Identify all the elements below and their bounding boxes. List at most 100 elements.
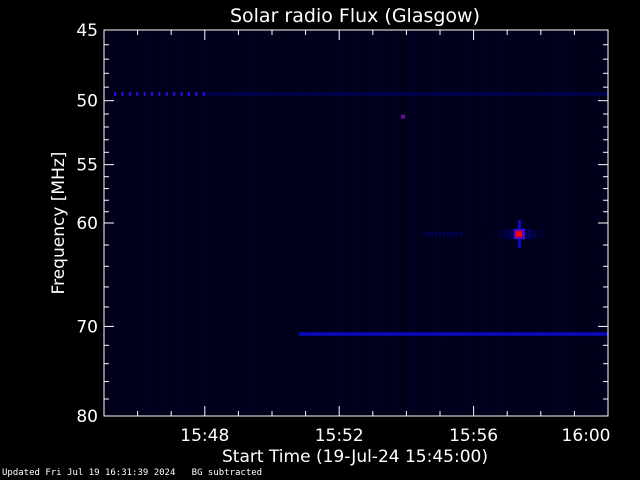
noise-column (392, 32, 393, 414)
band-mark (451, 232, 454, 237)
noise-column (251, 32, 252, 414)
noise-column (509, 32, 510, 414)
noise-column (365, 32, 366, 414)
noise-column (347, 32, 348, 414)
y-tick-label: 70 (76, 317, 98, 337)
burst-column (503, 229, 506, 239)
noise-column (400, 32, 401, 414)
noise-column (311, 32, 312, 414)
dotted-line-mark (188, 91, 190, 96)
noise-column (435, 32, 436, 414)
noise-column (408, 32, 409, 414)
noise-column (215, 32, 216, 414)
features-layer (114, 91, 609, 337)
noise-column (443, 32, 444, 414)
noise-column (243, 32, 244, 414)
noise-column (415, 32, 416, 414)
burst-column (538, 229, 541, 239)
burst-column (528, 228, 531, 240)
x-tick-label: 15:56 (449, 426, 498, 446)
noise-column (161, 32, 162, 414)
dotted-line-mark (202, 91, 205, 96)
bg-note: BG subtracted (191, 468, 263, 478)
noise-column (525, 32, 526, 414)
noise-column (573, 32, 574, 414)
burst-column (483, 231, 486, 237)
line-core (298, 333, 608, 335)
noise-column (404, 32, 405, 414)
noise-column (151, 32, 152, 414)
noise-column (299, 32, 300, 414)
burst-column (532, 229, 535, 239)
noise-column (267, 32, 268, 414)
burst-column (540, 230, 543, 238)
noise-column (167, 32, 168, 414)
noise-column (411, 32, 412, 414)
noise-column (517, 32, 518, 414)
noise-column (505, 32, 506, 414)
burst-column (530, 229, 533, 239)
dotted-line-mark (195, 91, 198, 96)
noise-column (561, 32, 562, 414)
noise-column (474, 32, 475, 414)
noise-column (194, 32, 195, 414)
band-mark (447, 232, 450, 237)
y-tick-label: 50 (76, 92, 98, 112)
burst-column (507, 229, 510, 239)
noise-column (291, 32, 292, 414)
noise-column (396, 32, 397, 414)
noise-column (521, 32, 522, 414)
updated-text: Updated Fri Jul 19 16:31:39 2024 (2, 468, 176, 478)
noise-column (139, 32, 140, 414)
noise-column (124, 32, 125, 414)
footer-status: Updated Fri Jul 19 16:31:39 2024 BG subt… (2, 468, 262, 478)
noise-column (128, 32, 129, 414)
dotted-line-mark (136, 91, 139, 96)
band-mark (459, 232, 462, 237)
noise-column (543, 32, 544, 414)
noise-column (186, 32, 187, 414)
burst-column (509, 228, 512, 240)
band-mark (435, 232, 438, 237)
dotted-line-mark (143, 91, 146, 96)
noise-column (499, 32, 500, 414)
noise-column (304, 32, 305, 414)
noise-column (532, 32, 533, 414)
burst-column (485, 231, 488, 237)
burst-column (487, 231, 490, 237)
band-mark (423, 232, 426, 237)
x-tick-label: 15:48 (180, 426, 229, 446)
noise-column (439, 32, 440, 414)
chart-title: Solar radio Flux (Glasgow) (230, 5, 480, 27)
heatmap-layer (108, 32, 605, 414)
burst-column (501, 229, 504, 239)
band-mark (439, 232, 442, 237)
noise-column (388, 32, 389, 414)
noise-column (319, 32, 320, 414)
x-tick-label: 15:52 (315, 426, 364, 446)
noise-column (229, 32, 230, 414)
noise-column (172, 32, 173, 414)
line-mark (204, 91, 609, 96)
noise-column (246, 32, 247, 414)
burst-column (524, 228, 526, 240)
dotted-line-mark (121, 91, 124, 96)
noise-column (207, 32, 208, 414)
dot-mark (401, 114, 406, 119)
noise-column (154, 32, 155, 414)
noise-column (381, 32, 382, 414)
noise-column (211, 32, 212, 414)
dotted-line-mark (165, 91, 168, 96)
noise-column (536, 32, 537, 414)
noise-column (495, 32, 496, 414)
burst-column (511, 228, 514, 240)
noise-column (271, 32, 272, 414)
noise-column (514, 32, 515, 414)
noise-column (591, 32, 592, 414)
burst-column (493, 230, 496, 238)
noise-column (462, 32, 463, 414)
dotted-line-mark (128, 91, 131, 96)
noise-column (119, 32, 120, 414)
noise-column (567, 32, 568, 414)
